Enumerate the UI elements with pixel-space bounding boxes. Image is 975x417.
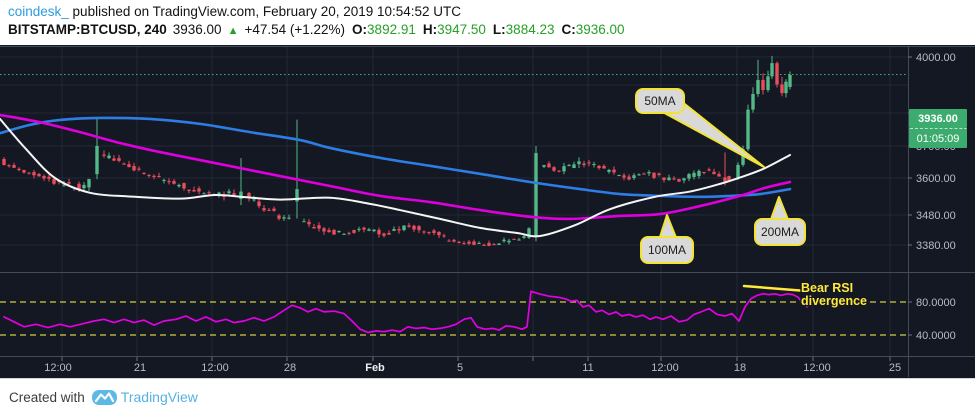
ma100-line[interactable] xyxy=(0,113,792,221)
high-label: H: xyxy=(422,22,438,37)
low-value: 3884.23 xyxy=(505,22,555,37)
author-link[interactable]: coindesk_ xyxy=(8,4,69,19)
divergence-label-line1: Bear RSI xyxy=(801,281,853,295)
time-axis-label: 18 xyxy=(734,362,746,374)
up-arrow-icon: ▲ xyxy=(227,25,239,37)
callout-100ma-label: 100MA xyxy=(648,243,686,257)
rsi-layer[interactable] xyxy=(0,290,908,336)
divergence-label-line2: divergence xyxy=(801,294,867,308)
time-axis-label: 12:00 xyxy=(803,362,831,374)
bear-rsi-divergence-annotation[interactable]: Bear RSI divergence xyxy=(742,280,869,310)
candles-layer[interactable] xyxy=(0,55,908,247)
symbol-title[interactable]: BITSTAMP:BTCUSD, 240 xyxy=(8,22,167,37)
ma50-line[interactable] xyxy=(0,117,791,238)
change-value: +47.54 (+1.22%) xyxy=(244,22,346,37)
time-axis-label: 11 xyxy=(582,362,593,374)
time-axis-label: 12:00 xyxy=(651,362,679,374)
divergence-trendline xyxy=(742,284,802,292)
moving-averages-layer[interactable] xyxy=(0,113,792,238)
open-label: O: xyxy=(352,22,368,37)
ma200-line[interactable] xyxy=(0,116,792,199)
price-axis-label: 3480.00 xyxy=(916,210,956,222)
price-axis-label: 3380.00 xyxy=(916,240,956,252)
created-with-text: Created with xyxy=(9,389,85,405)
tradingview-logo-icon xyxy=(91,389,117,405)
time-axis-label: 28 xyxy=(284,362,296,374)
gridlines xyxy=(0,46,908,356)
bar-countdown-badge: 01:05:09 xyxy=(909,128,967,148)
byline-text: published on TradingView.com, February 2… xyxy=(68,4,462,19)
callout-200ma-box xyxy=(754,218,806,246)
close-value: 3936.00 xyxy=(575,22,625,37)
open-value: 3892.91 xyxy=(367,22,416,37)
callout-100ma-box xyxy=(640,236,694,264)
chart-area[interactable]: 4000.003800.003700.003600.003480.003380.… xyxy=(0,45,975,378)
callout-200ma-label: 200MA xyxy=(761,225,799,239)
byline: coindesk_ published on TradingView.com, … xyxy=(8,4,461,19)
price-axis-label: 3600.00 xyxy=(916,173,956,185)
rsi-line[interactable] xyxy=(3,290,822,334)
low-label: L: xyxy=(492,22,506,37)
time-axis-label: 21 xyxy=(134,362,146,374)
high-value: 3947.50 xyxy=(437,22,486,37)
price-axis-label: 4000.00 xyxy=(916,52,956,64)
rsi-axis-label: 80.0000 xyxy=(916,297,956,309)
rsi-axis-label: 40.0000 xyxy=(916,330,956,342)
callout-200ma[interactable]: 200MA xyxy=(754,196,806,246)
callout-50ma-box xyxy=(635,88,685,114)
time-axis-label: 5 xyxy=(457,362,463,374)
footer: Created with TradingView xyxy=(0,378,975,417)
last-price-badge: 3936.00 xyxy=(909,109,967,128)
callout-100ma[interactable]: 100MA xyxy=(640,214,694,264)
time-axis-label: 25 xyxy=(889,362,901,374)
callout-50ma-label: 50MA xyxy=(644,94,675,108)
tradingview-link[interactable]: TradingView xyxy=(120,389,198,405)
symbol-line: BITSTAMP:BTCUSD, 240 3936.00 ▲ +47.54 (+1.2… xyxy=(8,22,625,37)
axes-layer[interactable]: 4000.003800.003700.003600.003480.003380.… xyxy=(0,46,975,377)
close-label: C: xyxy=(561,22,576,37)
time-axis-label: Feb xyxy=(365,362,385,374)
callout-50ma[interactable]: 50MA xyxy=(635,88,765,168)
time-axis-label: 12:00 xyxy=(201,362,229,374)
time-axis-label: 12:00 xyxy=(44,362,72,374)
chart-canvas[interactable]: 4000.003800.003700.003600.003480.003380.… xyxy=(0,45,975,378)
last-price: 3936.00 xyxy=(172,22,222,37)
annotations-layer: 50MA 100MA 200MA Bear RSI divergence xyxy=(635,88,869,310)
header: coindesk_ published on TradingView.com, … xyxy=(0,0,975,45)
